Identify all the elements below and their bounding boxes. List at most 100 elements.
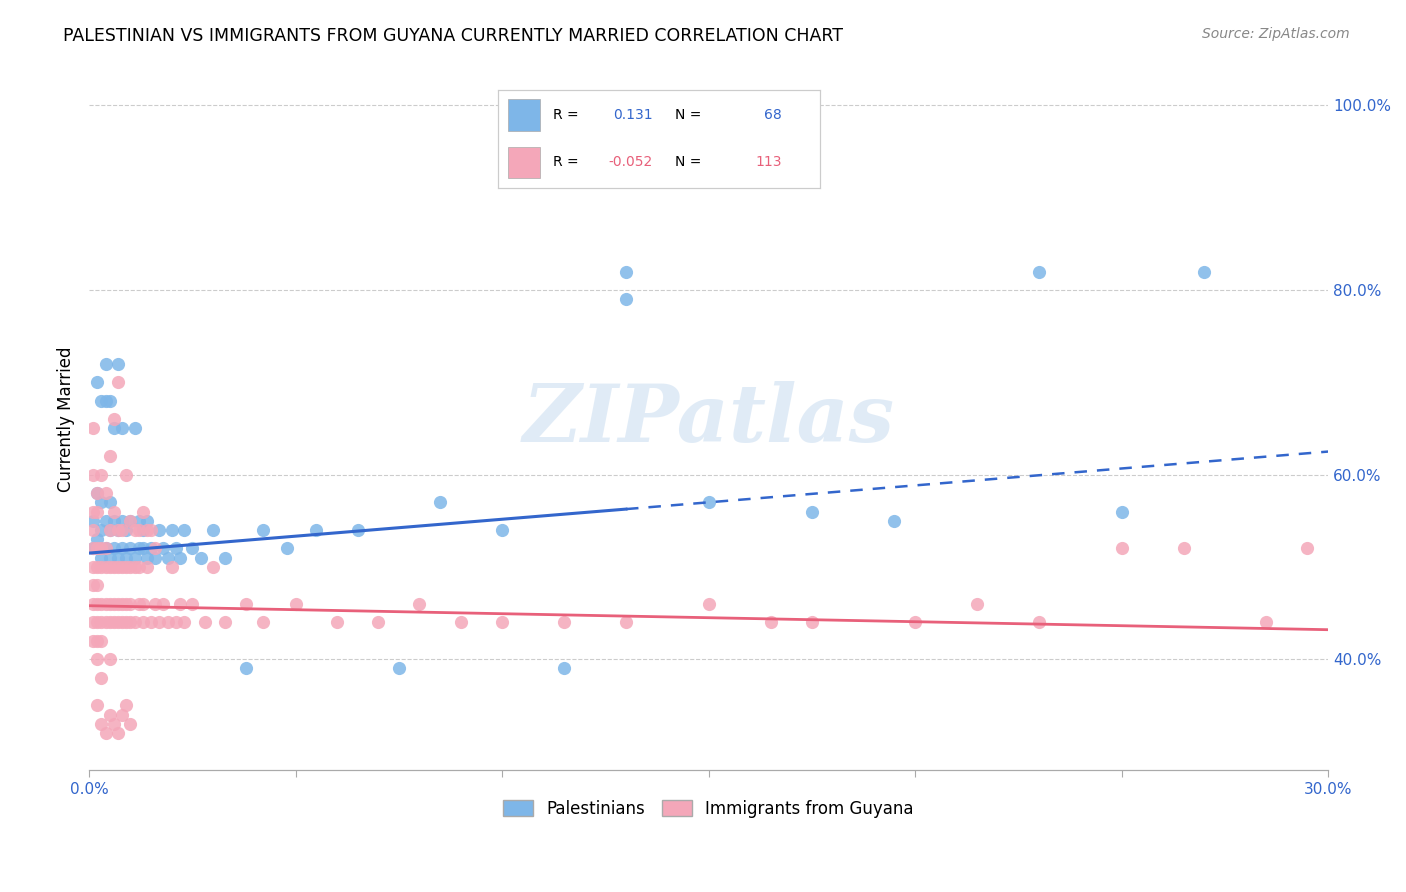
Point (82, 541, 104, 556)
Point (115, 467, 138, 482)
Point (143, 541, 166, 556)
Point (82, 421, 104, 435)
Point (201, 523, 224, 537)
Point (132, 504, 155, 518)
Point (553, 615, 575, 630)
Point (86, 633, 108, 648)
Point (165, 541, 187, 556)
Point (132, 615, 155, 630)
Point (1028, 615, 1050, 630)
Point (1028, 264, 1050, 278)
Point (152, 541, 174, 556)
Point (124, 615, 146, 630)
Point (86, 541, 108, 556)
Point (86, 698, 108, 713)
Point (124, 560, 146, 574)
Point (252, 615, 274, 630)
Point (111, 597, 134, 611)
Point (214, 615, 236, 630)
Point (115, 597, 138, 611)
Point (115, 615, 138, 630)
Point (235, 661, 257, 675)
Point (103, 541, 125, 556)
Point (90, 523, 112, 537)
Point (94, 393, 117, 408)
Point (181, 541, 204, 556)
Y-axis label: Currently Married: Currently Married (58, 346, 75, 492)
Point (491, 615, 513, 630)
Point (135, 550, 157, 565)
Point (103, 514, 125, 528)
Point (82, 560, 104, 574)
Point (94, 541, 117, 556)
Point (111, 421, 134, 435)
Point (169, 597, 191, 611)
Point (966, 597, 988, 611)
Point (132, 523, 155, 537)
Point (429, 495, 451, 509)
Point (135, 523, 157, 537)
Point (94, 615, 117, 630)
Point (143, 550, 166, 565)
Point (148, 523, 170, 537)
Point (305, 523, 328, 537)
Point (614, 293, 637, 307)
Point (128, 597, 150, 611)
Point (98, 449, 121, 463)
Point (103, 412, 125, 426)
Point (614, 264, 637, 278)
Point (90, 495, 112, 509)
Point (284, 597, 307, 611)
Point (90, 393, 112, 408)
Point (111, 523, 134, 537)
Point (103, 560, 125, 574)
Point (160, 523, 183, 537)
Point (1296, 541, 1319, 556)
Point (235, 597, 257, 611)
Point (128, 560, 150, 574)
Point (115, 698, 138, 713)
Point (1111, 541, 1133, 556)
Point (98, 393, 121, 408)
Point (124, 550, 146, 565)
Point (135, 514, 157, 528)
Point (367, 615, 389, 630)
Point (697, 495, 720, 509)
Point (82, 467, 104, 482)
Point (120, 716, 142, 731)
Point (107, 550, 129, 565)
Point (86, 486, 108, 500)
Point (148, 615, 170, 630)
Point (128, 541, 150, 556)
Point (82, 615, 104, 630)
Point (156, 615, 179, 630)
Point (128, 514, 150, 528)
Point (139, 541, 162, 556)
Point (111, 615, 134, 630)
Point (883, 514, 905, 528)
Point (94, 514, 117, 528)
Point (94, 357, 117, 371)
Point (152, 597, 174, 611)
Point (86, 597, 108, 611)
Point (132, 541, 155, 556)
Point (90, 560, 112, 574)
Point (107, 376, 129, 390)
Point (86, 615, 108, 630)
Point (139, 523, 162, 537)
Point (1256, 615, 1278, 630)
Point (86, 486, 108, 500)
Point (111, 707, 134, 722)
Point (139, 615, 162, 630)
Point (90, 633, 112, 648)
Point (388, 661, 411, 675)
Point (450, 615, 472, 630)
Point (201, 560, 224, 574)
Point (124, 421, 146, 435)
Text: ZIPatlas: ZIPatlas (523, 381, 894, 458)
Point (82, 597, 104, 611)
Point (90, 467, 112, 482)
Point (94, 560, 117, 574)
Point (904, 615, 927, 630)
Point (120, 615, 142, 630)
